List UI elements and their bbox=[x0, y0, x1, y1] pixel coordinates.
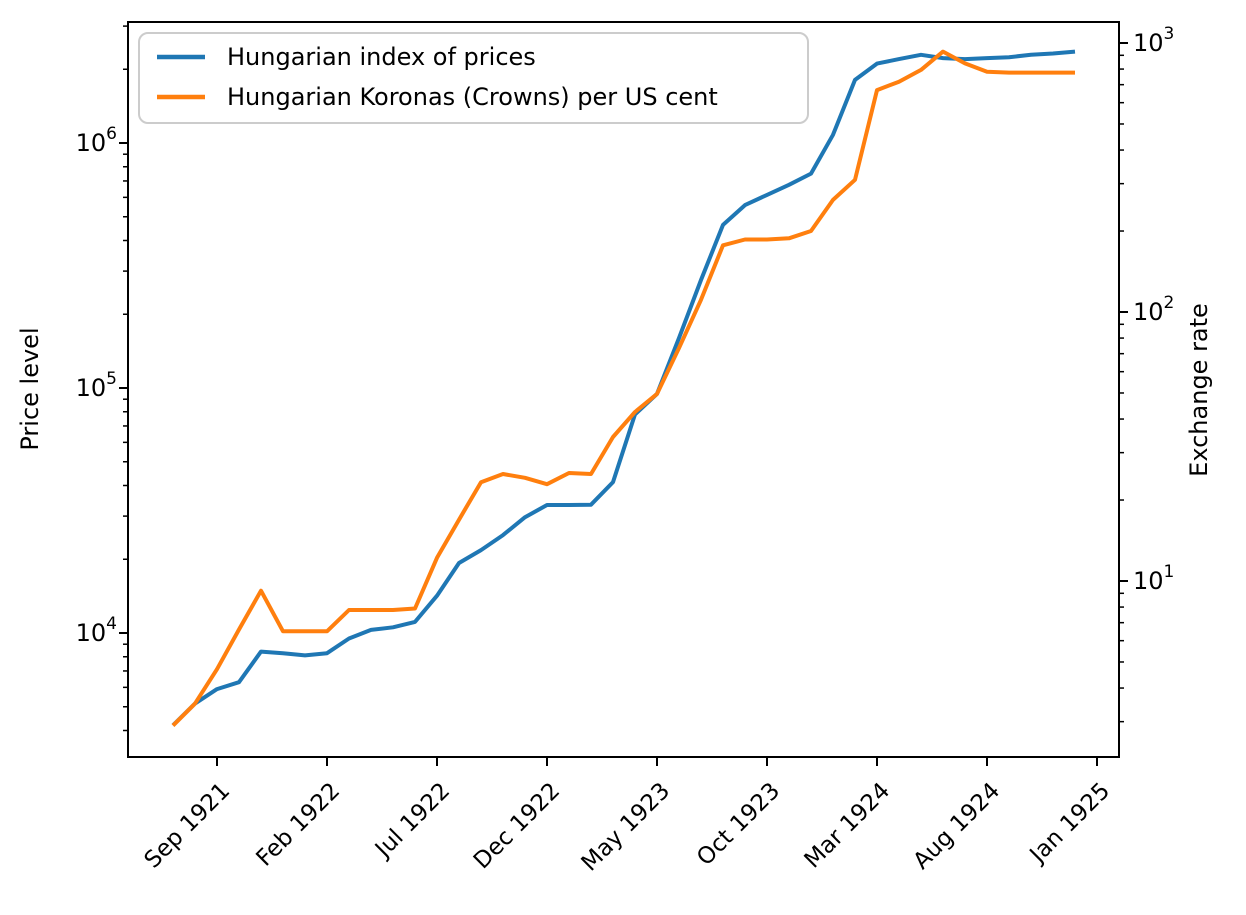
legend: Hungarian index of prices Hungarian Koro… bbox=[138, 32, 809, 124]
series-lines bbox=[171, 49, 1076, 728]
left-tick-label: 106 bbox=[76, 124, 117, 157]
legend-entry-price: Hungarian index of prices bbox=[227, 43, 536, 71]
x-tick-label: Jul 1922 bbox=[369, 778, 455, 864]
x-tick-label: Mar 1924 bbox=[800, 778, 896, 874]
x-tick-label: Dec 1922 bbox=[469, 778, 565, 874]
right-tick-label: 102 bbox=[1133, 293, 1174, 326]
x-tick-label: Aug 1924 bbox=[909, 778, 1006, 875]
right-tick-label: 103 bbox=[1133, 24, 1174, 57]
price-index-line bbox=[171, 49, 1076, 727]
legend-entry-exchange: Hungarian Koronas (Crowns) per US cent bbox=[227, 83, 718, 111]
left-tick-label: 105 bbox=[76, 369, 117, 402]
exchange-rate-line bbox=[171, 49, 1075, 728]
legend-box bbox=[138, 32, 809, 124]
x-tick-label: Sep 1921 bbox=[140, 778, 236, 874]
x-tick-label: May 1923 bbox=[577, 778, 676, 877]
plot-frame bbox=[127, 21, 1120, 758]
left-tick-label: 104 bbox=[76, 614, 117, 647]
left-axis-ticks: 104 105 106 bbox=[76, 25, 128, 732]
x-tick-label: Jan 1925 bbox=[1024, 778, 1115, 869]
right-axis-title: Exchange rate bbox=[1185, 303, 1213, 477]
x-tick-label: Feb 1922 bbox=[251, 778, 345, 872]
x-tick-label: Oct 1923 bbox=[692, 778, 785, 871]
right-axis-ticks: 101 102 103 bbox=[1119, 24, 1174, 723]
right-tick-label: 101 bbox=[1133, 562, 1174, 595]
x-axis-ticks: Sep 1921 Feb 1922 Jul 1922 Dec 1922 May 1923… bbox=[140, 757, 1115, 877]
left-axis-title: Price level bbox=[16, 327, 44, 450]
